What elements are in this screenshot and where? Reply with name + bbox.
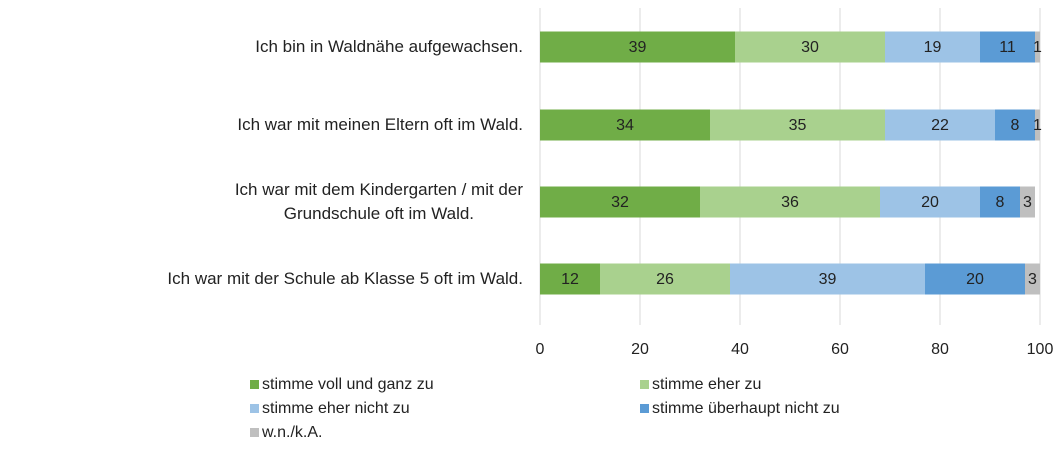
data-label: 12 xyxy=(561,271,579,288)
bar-segment xyxy=(885,31,980,63)
legend-swatch xyxy=(640,404,649,413)
bar-segment xyxy=(540,31,735,63)
data-label: 8 xyxy=(996,194,1005,211)
legend-swatch xyxy=(250,380,259,389)
bar-segment xyxy=(700,186,880,218)
x-tick-label: 60 xyxy=(831,341,849,358)
category-label-box: Ich war mit meinen Eltern oft im Wald. xyxy=(0,95,523,155)
data-label: 32 xyxy=(611,194,629,211)
bar-segment xyxy=(880,186,980,218)
category-label-box: Ich war mit dem Kindergarten / mit der G… xyxy=(0,172,523,232)
bar-segment xyxy=(730,263,925,295)
x-tick-label: 40 xyxy=(731,341,749,358)
x-tick-label: 20 xyxy=(631,341,649,358)
data-label: 39 xyxy=(629,39,647,56)
legend-label: stimme eher zu xyxy=(652,376,761,393)
category-label: Ich war mit dem Kindergarten / mit der G… xyxy=(234,180,523,223)
bar-segment xyxy=(540,186,700,218)
bar-segment xyxy=(925,263,1025,295)
data-label: 19 xyxy=(924,39,942,56)
legend-swatch xyxy=(250,404,259,413)
legend-label: stimme eher nicht zu xyxy=(262,400,410,417)
bar-segment xyxy=(885,109,995,141)
legend-label: stimme voll und ganz zu xyxy=(262,376,434,393)
x-tick-label: 0 xyxy=(536,341,545,358)
data-label: 35 xyxy=(789,117,807,134)
data-label: 1 xyxy=(1033,39,1042,56)
bar-segment xyxy=(600,263,730,295)
bar-segment xyxy=(735,31,885,63)
data-label: 8 xyxy=(1011,117,1020,134)
x-tick-label: 100 xyxy=(1027,341,1054,358)
legend-label: w.n./k.A. xyxy=(261,424,322,441)
data-label: 3 xyxy=(1028,271,1037,288)
bar-segment xyxy=(1020,186,1035,218)
bar-segment xyxy=(980,186,1020,218)
x-tick-label: 80 xyxy=(931,341,949,358)
category-label: Ich war mit meinen Eltern oft im Wald. xyxy=(237,115,523,134)
category-label-box: Ich bin in Waldnähe aufgewachsen. xyxy=(0,17,523,77)
category-label: Ich war mit der Schule ab Klasse 5 oft i… xyxy=(167,269,523,288)
data-label: 26 xyxy=(656,271,674,288)
data-label: 39 xyxy=(819,271,837,288)
bar-segment xyxy=(995,109,1035,141)
data-label: 20 xyxy=(966,271,984,288)
data-label: 11 xyxy=(999,39,1016,56)
bar-segment xyxy=(710,109,885,141)
bar-segment xyxy=(980,31,1035,63)
category-label-box: Ich war mit der Schule ab Klasse 5 oft i… xyxy=(0,249,523,309)
bar-segment xyxy=(1035,31,1040,63)
legend-swatch xyxy=(640,380,649,389)
data-label: 1 xyxy=(1033,117,1042,134)
data-label: 22 xyxy=(931,117,949,134)
data-label: 34 xyxy=(616,117,634,134)
bar-segment xyxy=(540,263,600,295)
data-label: 3 xyxy=(1023,194,1032,211)
bar-segment xyxy=(1025,263,1040,295)
legend-label: stimme überhaupt nicht zu xyxy=(652,400,840,417)
bar-segment xyxy=(1035,109,1040,141)
data-label: 36 xyxy=(781,194,799,211)
data-label: 30 xyxy=(801,39,819,56)
category-label: Ich bin in Waldnähe aufgewachsen. xyxy=(255,37,523,56)
data-label: 20 xyxy=(921,194,939,211)
legend-swatch xyxy=(250,428,259,437)
bar-segment xyxy=(540,109,710,141)
